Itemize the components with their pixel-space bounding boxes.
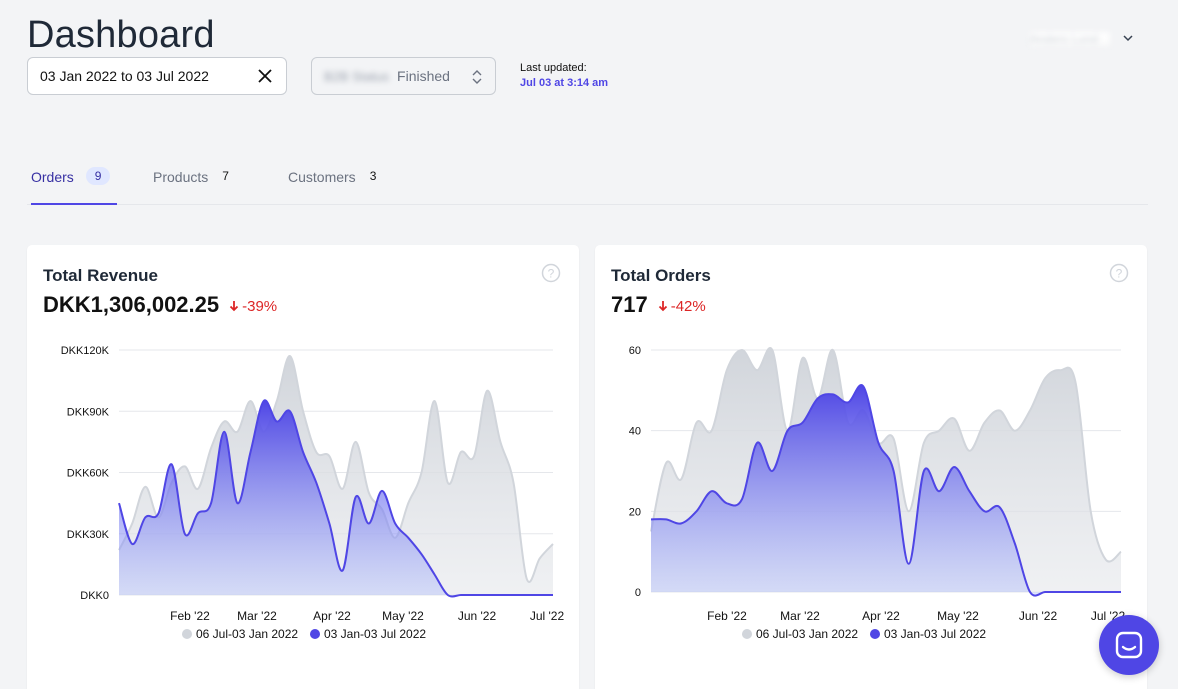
y-tick-label: DKK0 — [80, 590, 109, 602]
page-title: Dashboard — [27, 14, 215, 56]
series-line — [650, 346, 1122, 563]
x-tick-label: Jun '22 — [1019, 609, 1058, 623]
tab-label: Products — [153, 169, 209, 185]
arrow-down-icon — [229, 301, 239, 312]
orders-delta: -42% — [658, 298, 706, 315]
chevron-up-down-icon — [472, 70, 482, 84]
status-select[interactable]: B2B Status Finished — [311, 57, 496, 95]
status-filter-value: Finished — [397, 68, 450, 84]
tab-products[interactable]: Products 7 — [153, 160, 229, 205]
x-tick-label: Feb '22 — [170, 609, 210, 623]
legend-label: 03 Jan-03 Jul 2022 — [884, 627, 986, 641]
x-tick-label: Jun '22 — [458, 609, 497, 623]
legend-swatch — [742, 629, 752, 639]
y-tick-label: DKK60K — [67, 468, 110, 480]
y-tick-label: 40 — [629, 426, 641, 438]
tab-count: 7 — [222, 169, 229, 183]
legend-label: 03 Jan-03 Jul 2022 — [324, 627, 426, 641]
y-tick-label: DKK30K — [67, 529, 110, 541]
user-menu[interactable]: Anders Lund — [1030, 28, 1140, 50]
tab-customers[interactable]: Customers 3 — [288, 160, 376, 205]
svg-text:?: ? — [548, 267, 555, 281]
date-range-value: 03 Jan 2022 to 03 Jul 2022 — [40, 68, 209, 84]
tab-label: Customers — [288, 169, 356, 185]
tab-count: 3 — [369, 169, 377, 183]
x-tick-label: Mar '22 — [780, 609, 820, 623]
help-icon[interactable]: ? — [541, 263, 561, 283]
y-tick-label: DKK120K — [61, 345, 110, 357]
tab-label: Orders — [31, 169, 74, 185]
legend-item[interactable]: 03 Jan-03 Jul 2022 — [310, 627, 426, 641]
legend-swatch — [310, 629, 320, 639]
x-tick-label: May '22 — [382, 609, 424, 623]
delta-text: -42% — [670, 297, 706, 315]
x-tick-label: Apr '22 — [862, 609, 900, 623]
orders-value: 717 — [611, 292, 648, 317]
card-title: Total Orders — [611, 266, 711, 285]
legend-swatch — [870, 629, 880, 639]
legend-label: 06 Jul-03 Jan 2022 — [756, 627, 858, 641]
series-line — [650, 384, 1121, 597]
y-tick-label: 0 — [635, 587, 641, 599]
svg-text:?: ? — [1116, 267, 1123, 281]
delta-text: -39% — [242, 297, 278, 315]
card-value: DKK1,306,002.25 -39% — [43, 292, 277, 318]
series-line — [118, 355, 554, 583]
user-name: Anders Lund — [1030, 32, 1110, 46]
x-tick-label: Apr '22 — [313, 609, 351, 623]
arrow-down-icon — [658, 301, 667, 312]
last-updated-time: Jul 03 at 3:14 am — [520, 77, 609, 89]
x-tick-label: Mar '22 — [237, 609, 277, 623]
close-icon[interactable] — [256, 67, 274, 85]
revenue-delta: -39% — [229, 298, 277, 315]
card-value: 717 -42% — [611, 292, 706, 318]
y-tick-label: 20 — [629, 506, 641, 518]
legend-item[interactable]: 06 Jul-03 Jan 2022 — [742, 627, 858, 641]
tab-orders[interactable]: Orders 9 — [31, 160, 117, 205]
legend-item[interactable]: 03 Jan-03 Jul 2022 — [870, 627, 986, 641]
tab-bar: Orders 9 Products 7 Customers 3 — [27, 160, 1148, 205]
revenue-card: Total Revenue DKK1,306,002.25 -39% ? DKK… — [27, 245, 579, 689]
revenue-value: DKK1,306,002.25 — [43, 292, 220, 317]
x-tick-label: Jul '22 — [530, 609, 565, 623]
status-filter-label: B2B Status — [324, 68, 390, 84]
series-line — [118, 399, 553, 598]
orders-chart: 60 40 20 0 Feb '22 Mar '22 Apr '22 May '22 Jun '… — [629, 345, 1126, 641]
chevron-down-icon — [1123, 35, 1133, 42]
last-updated-label: Last updated: — [520, 62, 587, 74]
last-updated: Last updated: Jul 03 at 3:14 am — [520, 62, 608, 89]
series-area — [651, 385, 1121, 596]
series-area — [119, 400, 553, 597]
x-tick-label: May '22 — [937, 609, 979, 623]
date-range-picker[interactable]: 03 Jan 2022 to 03 Jul 2022 — [27, 57, 287, 95]
help-icon[interactable]: ? — [1109, 263, 1129, 283]
chat-icon — [1115, 631, 1143, 659]
orders-card: Total Orders 717 -42% ? 60 40 20 0 Feb '22 Ma… — [595, 245, 1147, 689]
legend-item[interactable]: 06 Jul-03 Jan 2022 — [182, 627, 298, 641]
y-tick-label: DKK90K — [67, 406, 110, 418]
legend-swatch — [182, 629, 192, 639]
y-tick-label: 60 — [629, 345, 641, 357]
card-title: Total Revenue — [43, 266, 158, 285]
chat-button[interactable] — [1099, 615, 1159, 675]
x-tick-label: Feb '22 — [707, 609, 747, 623]
tab-count: 9 — [85, 167, 111, 185]
revenue-chart: DKK120K DKK90K DKK60K DKK30K DKK0 Feb '22 Mar … — [61, 345, 565, 641]
legend-label: 06 Jul-03 Jan 2022 — [196, 627, 298, 641]
